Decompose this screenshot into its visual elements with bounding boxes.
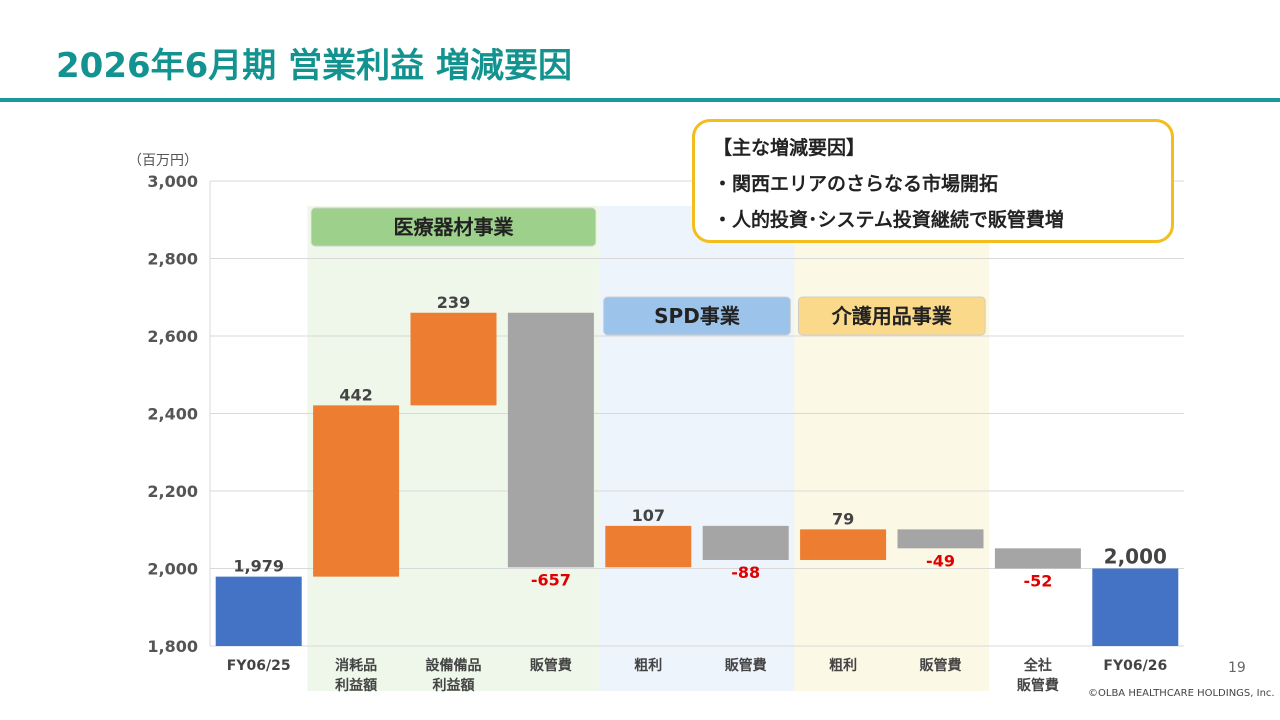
y-tick-label: 1,800	[147, 637, 198, 656]
y-tick-label: 2,000	[147, 560, 198, 579]
x-category-label: 設備備品	[426, 657, 482, 674]
waterfall-bar	[313, 405, 400, 577]
segment-header	[603, 296, 791, 336]
bar-value-label: -88	[731, 563, 760, 582]
y-tick-label: 2,200	[147, 482, 198, 501]
x-category-label: 販管費	[530, 657, 572, 674]
callout-item: ・人的投資･システム投資継続で販管費増	[713, 209, 1064, 231]
copyright-notice: ©OLBA HEALTHCARE HOLDINGS, Inc.	[1088, 688, 1275, 699]
callout-heading: 【主な増減要因】	[713, 137, 866, 159]
segment-header	[797, 296, 986, 336]
waterfall-bar	[1092, 568, 1179, 646]
waterfall-bar	[605, 525, 692, 568]
x-category-label: 消耗品	[335, 657, 377, 674]
y-tick-label: 3,000	[147, 172, 198, 191]
bar-value-label: 107	[632, 506, 665, 525]
segment-band	[599, 206, 795, 691]
x-category-label: 販管費	[725, 657, 767, 674]
x-category-label: 粗利	[829, 657, 857, 674]
x-category-label: 利益額	[433, 677, 475, 694]
x-category-label: 全社	[1023, 657, 1052, 674]
waterfall-bar	[897, 529, 984, 549]
waterfall-bar	[215, 576, 302, 646]
x-category-label: 販管費	[920, 657, 962, 674]
x-category-label: FY06/25	[227, 658, 291, 674]
waterfall-bar	[994, 548, 1081, 569]
segment-header-label: SPD事業	[654, 304, 741, 328]
page-title: 2026年6月期 営業利益 増減要因	[56, 46, 572, 86]
waterfall-bar	[410, 312, 497, 406]
y-tick-label: 2,400	[147, 405, 198, 424]
bar-value-label: 239	[437, 293, 470, 312]
segment-header	[310, 207, 597, 247]
page-number: 19	[1228, 660, 1246, 676]
bar-value-label: -52	[1023, 572, 1052, 591]
waterfall-bar	[507, 312, 594, 568]
x-category-label: 粗利	[634, 657, 662, 674]
segment-band	[794, 206, 990, 691]
bar-value-label: 79	[832, 509, 854, 528]
segment-header-label: 医療器材事業	[394, 215, 515, 239]
y-tick-label: 2,600	[147, 327, 198, 346]
title-divider	[0, 98, 1280, 102]
callout-box: 【主な増減要因】 ・関西エリアのさらなる市場開拓 ・人的投資･システム投資継続で…	[692, 119, 1174, 243]
segment-header-label: 介護用品事業	[831, 304, 953, 328]
x-category-label: 利益額	[335, 677, 377, 694]
bar-value-label: 442	[339, 385, 372, 404]
waterfall-bar	[702, 525, 789, 560]
bar-value-label: -657	[531, 570, 571, 589]
bar-value-label: 1,979	[233, 557, 284, 576]
waterfall-bar	[800, 529, 887, 560]
bar-value-label: 2,000	[1104, 545, 1167, 569]
y-axis-unit-label: （百万円）	[128, 153, 198, 169]
x-category-label: 販管費	[1017, 677, 1059, 694]
callout-item: ・関西エリアのさらなる市場開拓	[713, 173, 999, 195]
x-category-label: FY06/26	[1103, 658, 1167, 674]
y-tick-label: 2,800	[147, 250, 198, 269]
bar-value-label: -49	[926, 551, 955, 570]
